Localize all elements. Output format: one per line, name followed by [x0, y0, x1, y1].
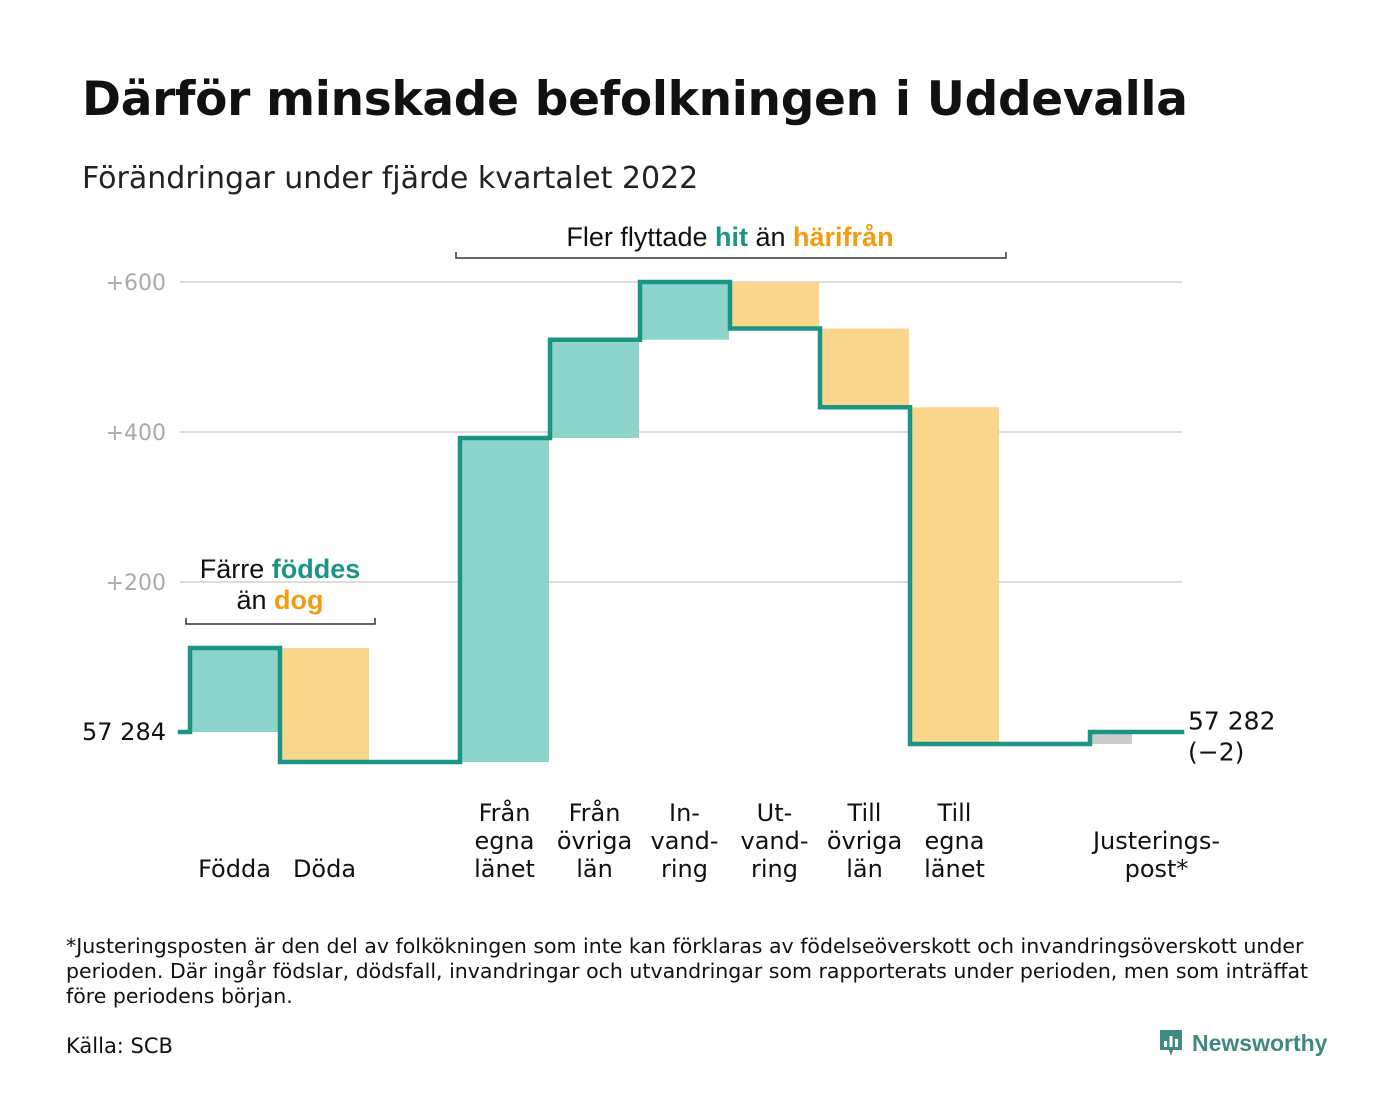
bar — [640, 282, 729, 340]
bar — [820, 328, 909, 408]
end-value-label: 57 282 — [1188, 707, 1275, 736]
bar — [280, 648, 369, 762]
newsworthy-logo-icon — [1160, 1030, 1182, 1056]
y-tick-label: +400 — [106, 421, 166, 446]
bar — [910, 407, 999, 744]
moves-annotation: Fler flyttade hit än härifrån — [566, 222, 893, 252]
moves-bracket — [455, 252, 1007, 259]
footnote: *Justeringsposten är den del av folkökni… — [66, 934, 1309, 1008]
category-label: Födda — [198, 855, 271, 883]
brand: Newsworthy — [1158, 1028, 1327, 1058]
births-annotation-line2: än dog — [236, 585, 323, 615]
bar — [190, 648, 279, 732]
births-bracket — [185, 618, 376, 625]
start-value-label: 57 284 — [82, 718, 166, 746]
category-label: In-vand-ring — [650, 799, 718, 883]
bar — [1090, 732, 1132, 744]
end-change-label: (−2) — [1188, 738, 1244, 767]
waterfall-chart: +600 +400 +200 Födda Döda Från egna länet Från öv… — [82, 222, 1275, 883]
category-label: Till egna länet — [924, 799, 985, 883]
chart-subtitle: Förändringar under fjärde kvartalet 2022 — [82, 161, 699, 196]
cumulative-step-line — [177, 279, 1185, 765]
bar — [550, 339, 639, 438]
category-label: Från övriga län — [557, 798, 632, 883]
y-tick-label: +600 — [106, 271, 166, 296]
chart-title: Därför minskade befolkningen i Uddevalla — [82, 72, 1188, 127]
bar — [460, 438, 549, 762]
births-annotation-line1: Färre föddes — [200, 554, 361, 584]
category-label: Ut-vand-ring — [740, 799, 808, 883]
category-label: Till övriga län — [827, 799, 902, 883]
category-label: Från egna länet — [474, 798, 535, 883]
bar — [730, 282, 819, 329]
category-label: Justerings-post* — [1091, 827, 1220, 883]
source-label: Källa: SCB — [66, 1034, 173, 1058]
y-tick-label: +200 — [106, 571, 166, 596]
category-label: Döda — [293, 855, 356, 883]
brand-name: Newsworthy — [1192, 1029, 1328, 1056]
